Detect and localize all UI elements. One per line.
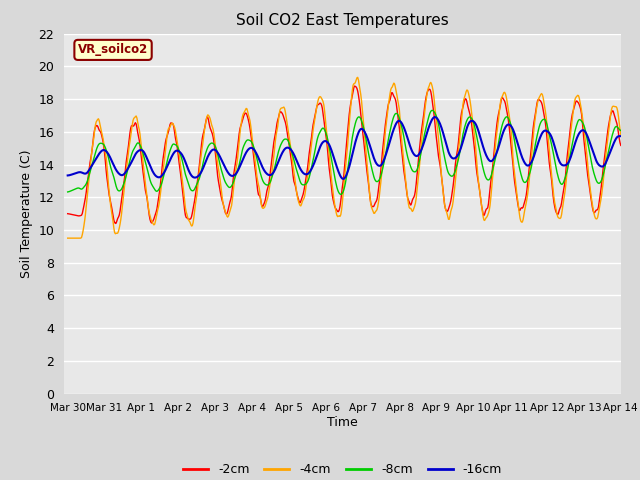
Title: Soil CO2 East Temperatures: Soil CO2 East Temperatures [236,13,449,28]
Y-axis label: Soil Temperature (C): Soil Temperature (C) [20,149,33,278]
Text: VR_soilco2: VR_soilco2 [78,43,148,56]
X-axis label: Time: Time [327,416,358,429]
Legend: -2cm, -4cm, -8cm, -16cm: -2cm, -4cm, -8cm, -16cm [178,458,507,480]
